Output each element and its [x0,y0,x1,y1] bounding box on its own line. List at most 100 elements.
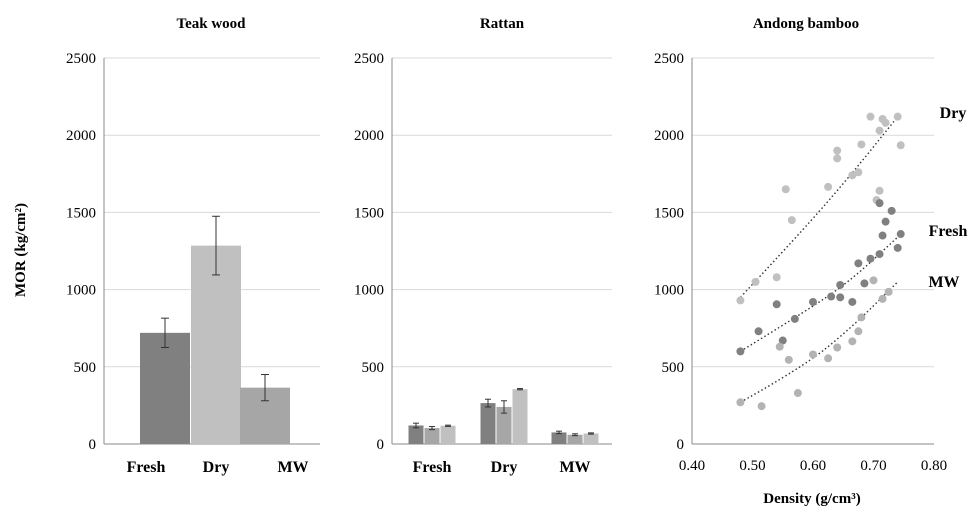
bamboo-trendline-mw [740,281,899,403]
bamboo-x-tick-label: 0.70 [860,458,886,474]
rattan-bar-mw [567,434,583,444]
bamboo-series-label-dry: Dry [940,105,967,122]
bamboo-trendline-dry [739,116,899,298]
rattan-bar-dry [496,406,512,444]
rattan-bar-fresh [408,425,424,444]
bamboo-point-fresh [896,230,905,239]
bamboo-point-mw [757,402,766,411]
bamboo-point-dry [824,182,833,191]
bamboo-y-tick-label: 2000 [654,128,684,144]
bamboo-point-dry [875,126,884,135]
bamboo-y-tick-label: 2500 [654,51,684,67]
bamboo-point-fresh [790,314,799,323]
bamboo-point-dry [857,140,866,149]
rattan-category-label-mw: MW [559,459,590,476]
bamboo-y-tick-label: 1000 [654,283,684,299]
panel-title-andong-bamboo: Andong bamboo [753,16,859,32]
bamboo-point-dry [896,141,905,150]
bamboo-point-fresh [878,231,887,240]
teak-y-tick-label: 1000 [66,283,96,299]
rattan-y-tick-label: 0 [377,437,385,453]
bamboo-point-dry [751,277,760,286]
bamboo-series-label-fresh: Fresh [929,223,968,240]
bamboo-point-dry [854,168,863,177]
bamboo-point-fresh [875,250,884,259]
rattan-bar-fresh [424,428,440,444]
rattan-category-label-fresh: Fresh [413,459,452,476]
bamboo-y-tick-label: 1500 [654,205,684,221]
rattan-y-tick-label: 2500 [354,51,384,67]
panel-teak-wood: 0 500 1000 1500 2000 2500 Fresh Dry MW [66,51,320,476]
rattan-bar-dry [512,389,528,444]
bamboo-trendline-fresh [740,236,899,352]
bamboo-point-dry [772,273,781,282]
teak-bar-fresh [140,332,190,444]
bamboo-x-tick-label: 0.60 [800,458,826,474]
teak-y-tick-label: 2000 [66,128,96,144]
x-axis-label-density: Density (g/cm³) [763,491,860,507]
bamboo-y-tick-label: 0 [677,437,685,453]
panel-rattan: 0 500 1000 1500 2000 2500 Fresh Dry MW [354,51,612,476]
bamboo-point-fresh [860,279,869,288]
bamboo-x-tick-label: 0.50 [739,458,765,474]
bamboo-point-dry [881,118,890,127]
bamboo-point-fresh [887,206,896,215]
bamboo-point-fresh [875,199,884,208]
bamboo-point-fresh [881,217,890,226]
bamboo-point-mw [848,337,857,346]
bamboo-point-mw [833,343,842,352]
teak-category-label-dry: Dry [203,459,230,476]
bamboo-point-mw [775,342,784,351]
bamboo-point-fresh [736,347,745,356]
teak-category-label-mw: MW [277,459,308,476]
bamboo-point-fresh [854,259,863,268]
bamboo-point-fresh [827,292,836,301]
bamboo-point-mw [878,294,887,303]
bamboo-point-mw [736,398,745,407]
bamboo-point-dry [787,216,796,225]
teak-y-tick-label: 1500 [66,205,96,221]
bamboo-point-mw [869,276,878,285]
bamboo-point-dry [736,296,745,305]
rattan-bar-mw [551,432,567,444]
bamboo-point-mw [824,354,833,363]
bamboo-x-tick-label: 0.40 [679,458,705,474]
rattan-category-label-dry: Dry [491,459,518,476]
teak-bar-dry [191,245,241,444]
bamboo-point-fresh [772,300,781,309]
rattan-y-tick-label: 1000 [354,283,384,299]
bamboo-point-mw [793,389,802,398]
bamboo-point-dry [781,185,790,194]
bamboo-point-fresh [754,327,763,336]
teak-y-tick-label: 0 [89,437,97,453]
bamboo-point-fresh [778,336,787,345]
rattan-y-tick-label: 1500 [354,205,384,221]
panel-andong-bamboo: 0 500 1000 1500 2000 2500 0.40 0.50 0.60 0.70 0.80… [654,51,968,474]
teak-y-tick-label: 2500 [66,51,96,67]
bamboo-point-fresh [836,293,845,302]
bamboo-point-fresh [866,254,875,263]
rattan-y-tick-label: 500 [362,360,385,376]
bamboo-point-dry [833,154,842,163]
y-axis-label: MOR (kg/cm²) [13,203,29,297]
bamboo-point-dry [833,146,842,155]
bamboo-point-mw [784,355,793,364]
bamboo-point-fresh [848,297,857,306]
bamboo-y-tick-label: 500 [662,360,685,376]
teak-y-tick-label: 500 [74,360,97,376]
bamboo-point-mw [809,350,817,359]
bamboo-point-mw [884,287,893,296]
rattan-bar-mw [583,433,599,444]
panel-title-rattan: Rattan [480,16,525,32]
bamboo-point-dry [893,112,902,121]
rattan-bar-fresh [440,425,456,444]
panel-title-teak-wood: Teak wood [176,16,246,32]
bamboo-point-fresh [809,297,817,306]
bamboo-point-fresh [893,243,902,252]
bamboo-point-dry [875,186,884,195]
bamboo-point-fresh [836,280,845,289]
teak-category-label-fresh: Fresh [127,459,166,476]
bamboo-series-label-mw: MW [928,274,959,291]
